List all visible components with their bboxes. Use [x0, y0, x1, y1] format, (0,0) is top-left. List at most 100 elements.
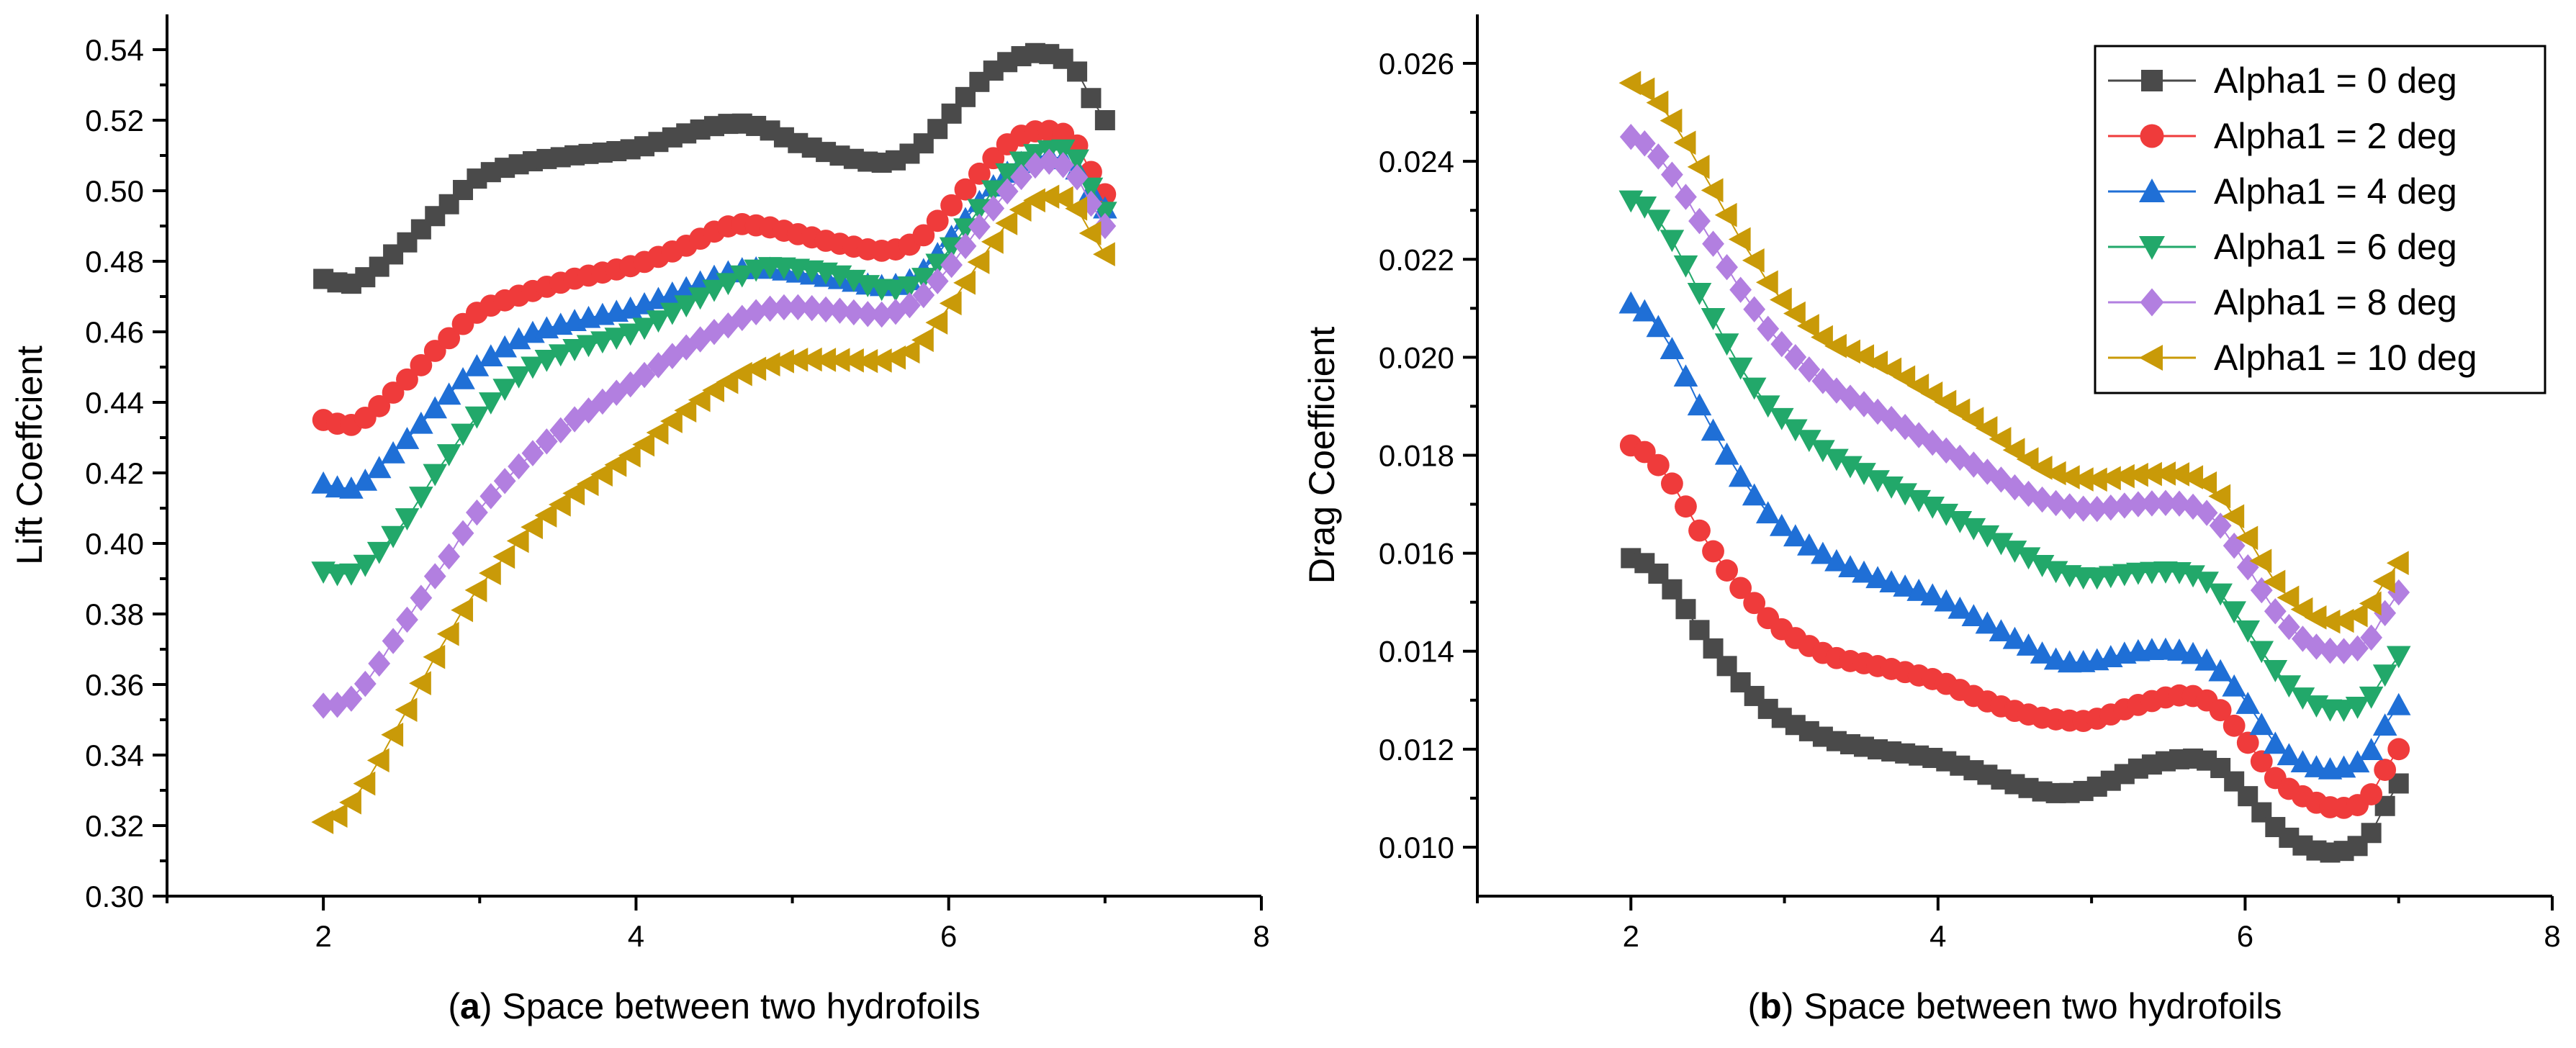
data-point [2345, 696, 2370, 719]
data-point [814, 296, 837, 323]
data-point [1865, 470, 1890, 492]
data-point [1961, 407, 1984, 431]
data-point [410, 584, 433, 611]
data-point [2250, 750, 2273, 773]
series-alpha1-8-deg [1619, 123, 2410, 664]
data-point [731, 304, 754, 331]
data-point [1824, 448, 1849, 471]
data-point [2030, 641, 2055, 664]
y-tick-label: 0.016 [1379, 537, 1454, 571]
data-point [2249, 641, 2274, 664]
data-point [702, 378, 724, 402]
data-point [1093, 242, 1115, 266]
data-point [2194, 471, 2217, 496]
data-point [395, 697, 418, 722]
data-point [2223, 532, 2246, 559]
x-tick-label: 2 [1623, 919, 1639, 953]
data-point [1619, 123, 1642, 150]
series-alpha1-8-deg [312, 148, 1117, 719]
data-point [423, 644, 446, 669]
data-point [1893, 414, 1917, 441]
data-point [1893, 483, 1917, 506]
data-point [1050, 139, 1076, 162]
data-point [396, 606, 418, 633]
data-point [856, 301, 879, 328]
data-point [312, 692, 335, 719]
data-point [786, 294, 809, 321]
panel-letter: b [1760, 986, 1782, 1026]
data-point [1783, 524, 1808, 547]
data-point [1687, 155, 1710, 179]
data-point [2002, 626, 2027, 649]
data-point [2016, 447, 2039, 471]
data-point [1714, 333, 1739, 356]
data-point [2386, 692, 2411, 715]
data-point [1755, 501, 1780, 524]
data-point [911, 268, 936, 290]
data-point [506, 528, 529, 554]
legend-label: Alpha1 = 2 deg [2214, 116, 2457, 156]
data-point [506, 327, 531, 350]
data-point [1784, 343, 1807, 371]
data-point [1783, 301, 1806, 326]
y-tick-label: 0.018 [1379, 439, 1454, 473]
data-point [2387, 738, 2410, 761]
data-point [1647, 143, 1670, 170]
data-point [2208, 583, 2233, 606]
data-point [1906, 373, 1929, 398]
x-tick-label: 2 [315, 919, 331, 953]
y-tick-label: 0.026 [1379, 47, 1454, 81]
data-point [382, 381, 405, 404]
data-point [436, 444, 461, 466]
series-alpha1-2-deg [312, 119, 1117, 436]
data-point [2071, 467, 2094, 492]
data-point [1633, 441, 1656, 464]
data-point [1769, 407, 1794, 430]
y-tick-label: 0.020 [1379, 340, 1454, 374]
y-tick-label: 0.32 [85, 809, 144, 843]
data-point [1852, 560, 1876, 583]
data-point [618, 323, 643, 346]
data-point [1065, 196, 1088, 221]
data-point [1646, 315, 1671, 338]
data-point [1728, 357, 1753, 380]
data-point [2084, 467, 2107, 492]
data-point [2016, 547, 2041, 570]
data-point [814, 348, 837, 372]
data-point [2154, 489, 2177, 516]
series-alpha1-10-deg [1618, 71, 2409, 634]
data-point [2292, 625, 2314, 652]
data-point [912, 281, 935, 309]
data-point [1948, 444, 1971, 471]
data-point [438, 327, 461, 350]
data-point [1728, 464, 1753, 487]
data-point [1037, 148, 1060, 175]
data-point [2359, 686, 2384, 709]
data-point [2181, 565, 2205, 588]
series-alpha1-10-deg [311, 184, 1115, 834]
axes [166, 14, 1261, 898]
data-point [1659, 108, 1683, 133]
series-alpha1-2-deg [1619, 434, 2410, 819]
data-point [884, 298, 907, 325]
data-point [2181, 641, 2205, 664]
data-point [2194, 648, 2219, 671]
data-point [2277, 613, 2300, 641]
data-point [506, 366, 531, 389]
data-point [954, 178, 977, 201]
data-point [2209, 512, 2232, 539]
data-point [1769, 287, 1792, 312]
data-point [757, 352, 780, 376]
data-point [1742, 483, 1767, 506]
data-point [2276, 585, 2300, 610]
data-point [939, 291, 962, 316]
data-point [423, 396, 448, 419]
data-point [2249, 548, 2272, 574]
data-point [1009, 197, 1032, 222]
data-point [1688, 519, 1711, 542]
legend-marker [2140, 288, 2164, 317]
data-point [1009, 151, 1034, 174]
data-point [1078, 221, 1102, 245]
data-point [2360, 624, 2383, 651]
data-point [436, 621, 459, 646]
